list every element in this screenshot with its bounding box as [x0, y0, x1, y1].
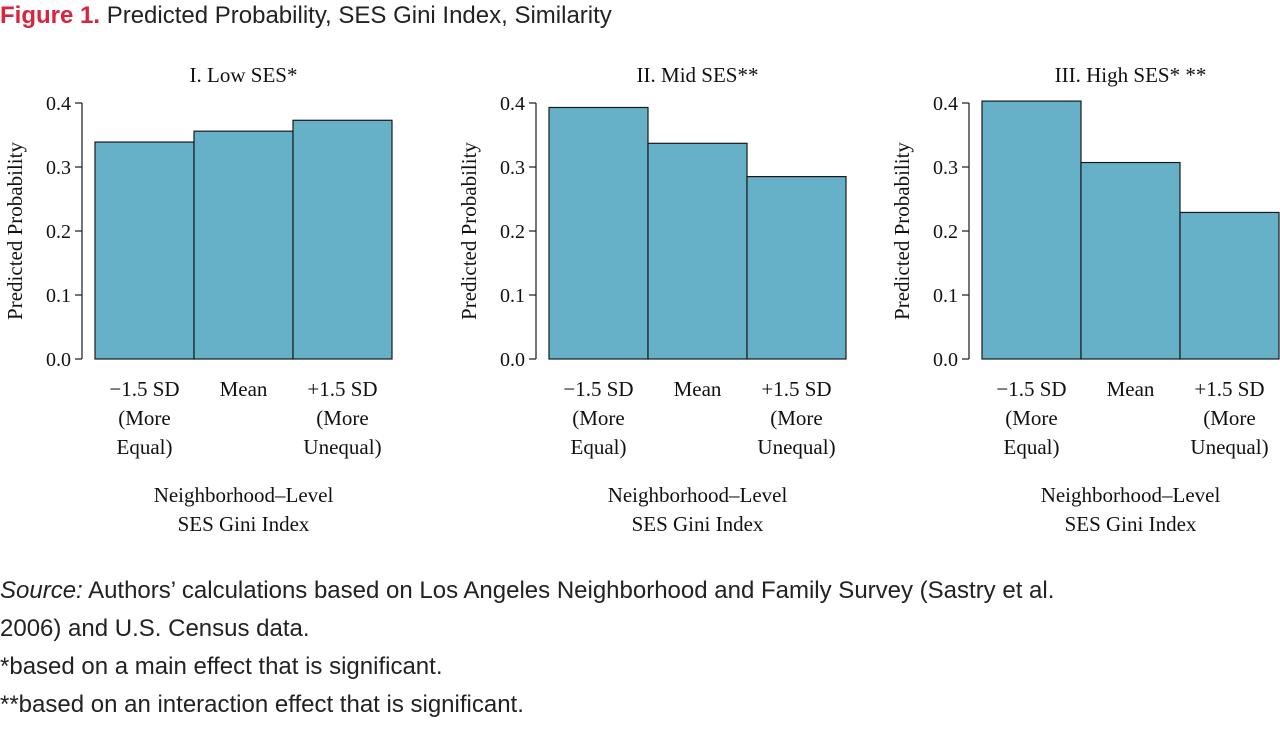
y-axis-label: Predicted Probability [890, 142, 914, 320]
x-tick-label: Mean [674, 377, 722, 401]
x-tick-label: Equal) [117, 435, 173, 459]
x-axis-label: SES Gini Index [178, 512, 310, 536]
x-tick-label: (More [1005, 406, 1057, 430]
source-label: Source: [0, 577, 83, 604]
chart-area: I. Low SES* 0.0 0.1 0.2 0.3 0.4 Predicted Prob… [3, 63, 1280, 536]
panel-title: II. Mid SES** [637, 63, 759, 87]
figure-label: Figure 1. [0, 2, 101, 29]
x-tick-label: Equal) [1004, 435, 1060, 459]
x-tick-label: Mean [220, 377, 268, 401]
y-axis-label: Predicted Probability [457, 142, 481, 320]
x-tick-label: (More [118, 406, 170, 430]
chart-panel-1: I. Low SES* 0.0 0.1 0.2 0.3 0.4 Predicted Prob… [3, 63, 393, 536]
bar [1179, 211, 1280, 360]
y-tick-label: 0.1 [933, 285, 958, 307]
x-tick-label: −1.5 SD [563, 377, 633, 401]
bar [548, 106, 649, 360]
y-tick-label: 0.3 [933, 157, 958, 179]
x-tick-label: Unequal) [1190, 435, 1268, 459]
y-tick-label: 0.4 [500, 93, 525, 115]
y-tick-label: 0.0 [933, 349, 958, 371]
x-tick-label: Equal) [571, 435, 627, 459]
source-line-2: 2006) and U.S. Census data. [0, 615, 310, 642]
x-axis-label: Neighborhood–Level [1041, 483, 1221, 507]
bar [746, 176, 847, 360]
figure-title-text: Predicted Probability, SES Gini Index, S… [106, 2, 612, 29]
y-tick-label: 0.1 [46, 285, 71, 307]
x-tick-label: +1.5 SD [1194, 377, 1264, 401]
footnote-main-effect: *based on a main effect that is signific… [0, 653, 443, 680]
source-text: Authors’ calculations based on Los Angel… [82, 577, 1055, 604]
y-tick-label: 0.0 [500, 349, 525, 371]
y-tick-label: 0.1 [500, 285, 525, 307]
y-tick-label: 0.3 [500, 157, 525, 179]
x-tick-label: (More [572, 406, 624, 430]
x-axis-label: Neighborhood–Level [154, 483, 334, 507]
y-tick-label: 0.2 [933, 221, 958, 243]
y-axis-label: Predicted Probability [3, 142, 27, 320]
x-tick-label: −1.5 SD [996, 377, 1066, 401]
bar [647, 142, 748, 360]
bar [1080, 161, 1181, 360]
panel-title: III. High SES* ** [1055, 63, 1207, 87]
x-tick-label: +1.5 SD [307, 377, 377, 401]
y-tick-label: 0.3 [46, 157, 71, 179]
x-tick-label: (More [1203, 406, 1255, 430]
x-tick-label: −1.5 SD [109, 377, 179, 401]
x-tick-label: Unequal) [303, 435, 381, 459]
y-tick-label: 0.2 [500, 221, 525, 243]
panel-title: I. Low SES* [190, 63, 298, 87]
x-tick-label: +1.5 SD [761, 377, 831, 401]
bar [292, 119, 393, 360]
y-tick-label: 0.0 [46, 349, 71, 371]
x-tick-label: Unequal) [757, 435, 835, 459]
source-notes: Source: Authors’ calculations based on L… [0, 572, 1280, 724]
x-tick-label: (More [770, 406, 822, 430]
x-tick-label: (More [316, 406, 368, 430]
footnote-interaction-effect: **based on an interaction effect that is… [0, 691, 524, 718]
chart-panel-3: III. High SES* ** 0.0 0.1 0.2 0.3 0.4 Predicte… [890, 63, 1280, 536]
x-axis-label: SES Gini Index [632, 512, 764, 536]
bar [981, 100, 1082, 360]
y-tick-label: 0.4 [46, 93, 71, 115]
y-tick-label: 0.2 [46, 221, 71, 243]
source-line-1: Source: Authors’ calculations based on L… [0, 572, 1280, 610]
x-tick-label: Mean [1107, 377, 1155, 401]
figure-title: Figure 1. Predicted Probability, SES Gin… [0, 2, 612, 30]
bar [94, 141, 195, 360]
bar [193, 130, 294, 360]
x-axis-label: SES Gini Index [1065, 512, 1197, 536]
y-tick-label: 0.4 [933, 93, 958, 115]
x-axis-label: Neighborhood–Level [608, 483, 788, 507]
chart-panel-2: II. Mid SES** 0.0 0.1 0.2 0.3 0.4 Predicted Pr… [457, 63, 847, 536]
